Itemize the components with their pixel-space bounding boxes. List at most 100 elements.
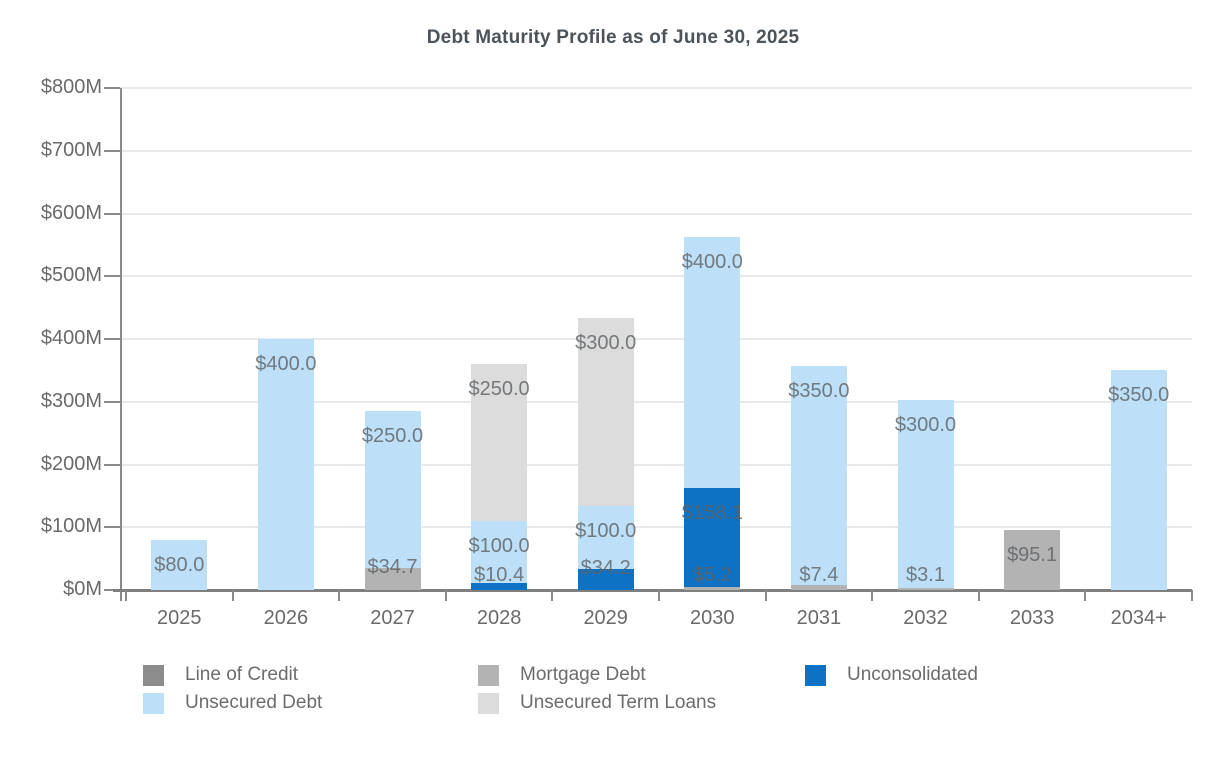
bar-value-label: $250.0 [361,425,424,448]
bar-value-label: $10.4 [474,564,525,586]
legend-swatch [143,693,164,714]
y-axis-tick-label: $800M [40,76,102,98]
legend-item[interactable]: Mortgage Debt [478,664,808,690]
bar-value-label: $34.2 [580,556,631,579]
y-axis-tick-label: $300M [40,389,102,412]
y-axis-tick-label: $200M [40,452,102,475]
x-axis-tick [977,590,980,601]
x-axis-tick-label: 2028 [476,607,522,629]
x-axis-tick [125,590,127,601]
bar-segment[interactable] [684,487,741,587]
legend-item[interactable]: Unsecured Debt [143,692,473,718]
y-axis-tick [104,149,120,152]
y-axis-tick [104,212,120,215]
legend-swatch [805,665,826,686]
x-axis-tick [658,590,660,601]
bar-segment[interactable] [1110,370,1167,590]
bar-value-label: $400.0 [255,353,317,375]
bar-segment[interactable] [364,411,421,569]
y-axis-tick [104,87,120,89]
bar-value-label: $100.0 [575,519,637,542]
bar-segment[interactable] [684,586,741,590]
x-axis-tick [764,590,767,601]
bar-value-label: $250.0 [468,377,530,400]
y-axis-tick [104,526,120,529]
y-axis-line [120,88,122,601]
chart-title: Debt Maturity Profile as of June 30, 202… [426,27,800,48]
bar-segment[interactable] [577,568,634,590]
gridline [120,526,1192,529]
bar-value-label: $3.1 [906,564,945,586]
bar-segment[interactable] [897,588,954,590]
y-axis-tick [104,589,120,591]
legend-item-label: Unsecured Term Loans [520,692,717,713]
gridline [120,400,1192,403]
gridline [120,149,1192,152]
y-axis-tick [104,400,120,403]
x-axis-tick-label: 2030 [690,607,735,629]
x-axis-tick [871,590,874,601]
legend-item-label: Unconsolidated [847,664,978,685]
x-axis-tick-label: 2025 [157,607,202,629]
x-axis-tick-label: 2031 [796,607,842,629]
x-axis-tick-label: 2033 [1009,607,1055,629]
gridline [120,463,1192,466]
bar-value-label: $300.0 [894,413,957,436]
y-axis-tick-label: $100M [40,515,102,538]
legend-item-label: Mortgage Debt [520,664,646,685]
bar-segment[interactable] [790,585,847,590]
bar-segment[interactable] [577,317,634,506]
bar-segment[interactable] [790,365,847,586]
bar-segment[interactable] [471,520,528,584]
bar-segment[interactable] [471,583,528,590]
x-axis-tick-label: 2026 [263,607,309,629]
bar-value-label: $34.7 [367,556,418,579]
bar-segment[interactable] [364,568,421,590]
x-axis-tick-label: 2034+ [1110,607,1167,629]
legend-swatch [478,693,499,714]
y-axis-tick [104,338,120,340]
x-axis-tick-label: 2032 [903,607,948,629]
bar-segment[interactable] [257,339,314,590]
legend-item-label: Line of Credit [185,664,299,685]
gridline [120,338,1192,340]
gridline [120,87,1192,89]
bar-value-label: $400.0 [681,250,743,273]
bar-value-label: $158.1 [681,501,743,524]
x-axis-tick-label: 2029 [583,607,628,629]
bar-segment[interactable] [471,363,528,521]
bar-segment[interactable] [897,399,954,589]
bar-segment[interactable] [1004,530,1061,590]
gridline [120,212,1192,215]
legend-item[interactable]: Unsecured Term Loans [478,692,808,718]
bar-value-label: $80.0 [154,553,205,576]
x-axis-tick-label: 2027 [370,607,415,629]
legend-item[interactable]: Line of Credit [143,664,473,690]
x-axis-tick [338,590,341,601]
legend-swatch [143,665,164,686]
bar-segment[interactable] [151,539,208,590]
bar-value-label: $300.0 [575,331,637,354]
y-axis-tick-label: $400M [40,327,102,349]
x-axis-line [113,589,1192,592]
y-axis-tick [104,463,120,466]
y-axis-tick-label: $600M [40,201,102,224]
x-axis-tick [444,590,447,601]
y-axis-tick [104,275,120,278]
bar-value-label: $7.4 [799,564,839,586]
bar-value-label: $350.0 [1108,384,1170,407]
bar-segment[interactable] [577,505,634,569]
bar-value-label: $350.0 [788,379,850,402]
legend-item[interactable]: Unconsolidated [805,664,1135,690]
gridline [120,275,1192,278]
bar-segment[interactable] [684,236,741,488]
bar-value-label: $100.0 [468,534,530,557]
bar-value-label: $5.2 [692,564,732,586]
legend-swatch [478,665,499,686]
x-axis-tick [1191,590,1193,601]
y-axis-tick-label: $0M [63,578,102,600]
legend-item-label: Unsecured Debt [185,692,323,713]
x-axis-tick [551,590,554,601]
